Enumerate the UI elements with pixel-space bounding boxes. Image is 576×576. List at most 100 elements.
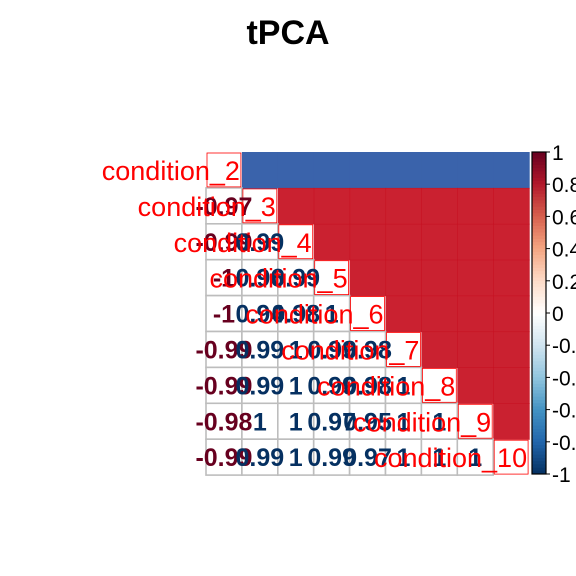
colorbar-tick-label: -0.8 — [552, 432, 576, 455]
colorbar-segment — [532, 178, 546, 182]
colorbar-segment — [532, 345, 546, 349]
upper-cell — [493, 224, 530, 260]
colorbar-segment — [532, 410, 546, 414]
colorbar-segment — [532, 435, 546, 439]
upper-cell — [421, 332, 458, 369]
colorbar-segment — [532, 442, 546, 446]
upper-cell — [386, 296, 423, 333]
variable-label: condition_10 — [374, 443, 527, 473]
upper-cell — [386, 260, 423, 297]
upper-cell — [386, 188, 423, 225]
colorbar-segment — [532, 336, 546, 340]
upper-cell — [493, 332, 530, 369]
colorbar-segment — [532, 310, 546, 314]
variable-label: condition_4 — [174, 228, 312, 258]
colorbar-segment — [532, 419, 546, 423]
upper-cell — [457, 152, 494, 189]
upper-cell — [457, 332, 494, 369]
upper-cell — [314, 224, 351, 260]
upper-cell — [493, 403, 530, 440]
colorbar-segment — [532, 416, 546, 420]
colorbar: 1 0.8 0.6 0.4 0.2 0 -0.2 -0.4 -0.6 -0.8 -1 — [532, 142, 576, 487]
colorbar-segment — [532, 319, 546, 323]
colorbar-segment — [532, 394, 546, 398]
colorbar-segment — [532, 429, 546, 433]
upper-cell — [421, 260, 458, 297]
colorbar-segment — [532, 352, 546, 356]
colorbar-segment — [532, 400, 546, 404]
colorbar-segment — [532, 239, 546, 243]
variable-label: condition_8 — [317, 371, 455, 401]
upper-cell — [457, 296, 494, 333]
correlation-value: 0.99 — [236, 372, 285, 400]
upper-cell — [350, 152, 387, 189]
colorbar-segment — [532, 390, 546, 394]
colorbar-segment — [532, 448, 546, 452]
variable-label: condition_6 — [245, 300, 383, 330]
correlation-value: 1 — [289, 408, 303, 436]
chart-title: tPCA — [246, 14, 329, 52]
upper-cell — [421, 296, 458, 333]
colorbar-segment — [532, 258, 546, 262]
colorbar-segment — [532, 323, 546, 327]
colorbar-segment — [532, 181, 546, 185]
upper-cell — [493, 260, 530, 297]
colorbar-tick-label: 0 — [552, 303, 564, 326]
colorbar-tick-label: -0.2 — [552, 335, 576, 358]
upper-cell — [350, 188, 387, 225]
upper-cell — [350, 260, 387, 297]
colorbar-segment — [532, 342, 546, 346]
colorbar-segment — [532, 468, 546, 472]
colorbar-segment — [532, 368, 546, 372]
colorbar-segment — [532, 406, 546, 410]
upper-cell — [493, 367, 530, 404]
colorbar-segment — [532, 374, 546, 378]
colorbar-segment — [532, 268, 546, 272]
colorbar-segment — [532, 200, 546, 204]
upper-cell — [493, 296, 530, 333]
colorbar-segment — [532, 158, 546, 162]
colorbar-segment — [532, 216, 546, 220]
colorbar-segment — [532, 413, 546, 417]
colorbar-segment — [532, 223, 546, 227]
colorbar-segment — [532, 210, 546, 214]
colorbar-tick-label: -1 — [552, 464, 571, 487]
colorbar-segment — [532, 233, 546, 237]
colorbar-segment — [532, 168, 546, 172]
colorbar-segment — [532, 313, 546, 317]
colorbar-segment — [532, 207, 546, 211]
colorbar-segment — [532, 245, 546, 249]
correlation-value: 1 — [289, 444, 303, 472]
colorbar-segment — [532, 339, 546, 343]
colorbar-segment — [532, 387, 546, 391]
upper-cell — [278, 188, 315, 225]
colorbar-segment — [532, 194, 546, 198]
colorbar-segment — [532, 226, 546, 230]
colorbar-segment — [532, 171, 546, 175]
colorbar-tick-label: 0.4 — [552, 239, 576, 262]
colorbar-segment — [532, 236, 546, 240]
upper-cell — [314, 188, 351, 225]
upper-cell — [421, 224, 458, 260]
colorbar-tick-label: 0.8 — [552, 174, 576, 197]
correlation-value: -0.98 — [195, 408, 252, 436]
colorbar-segment — [532, 284, 546, 288]
upper-cell — [278, 152, 315, 189]
variable-label: condition_7 — [281, 335, 419, 365]
correlation-value: 0.99 — [236, 444, 285, 472]
colorbar-segment — [532, 397, 546, 401]
colorbar-segment — [532, 213, 546, 217]
colorbar-segment — [532, 361, 546, 365]
upper-cell — [457, 260, 494, 297]
colorbar-segment — [532, 432, 546, 436]
colorbar-segment — [532, 184, 546, 188]
variable-label: condition_2 — [102, 156, 240, 186]
colorbar-segment — [532, 274, 546, 278]
upper-cell — [457, 367, 494, 404]
colorbar-tick-label: -0.6 — [552, 400, 576, 423]
colorbar-segment — [532, 445, 546, 449]
correlation-value: 1 — [253, 408, 267, 436]
colorbar-segment — [532, 252, 546, 256]
colorbar-segment — [532, 348, 546, 352]
